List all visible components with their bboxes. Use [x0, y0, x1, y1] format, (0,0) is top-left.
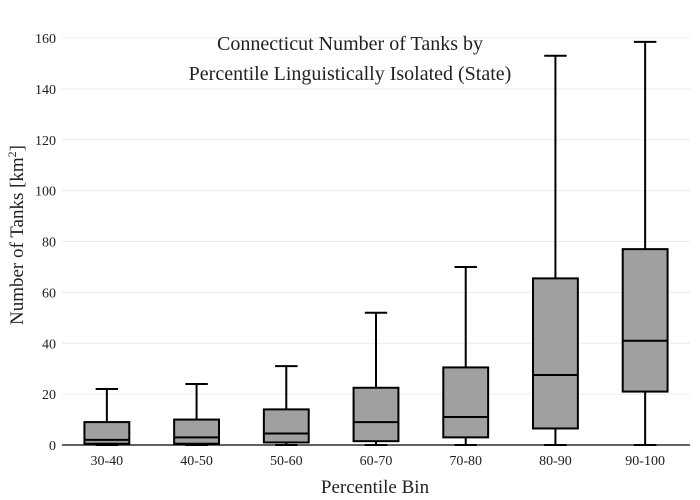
y-tick-label-2: 40 — [42, 337, 56, 352]
y-tick-label-5: 100 — [35, 185, 56, 200]
box-60-70 — [352, 311, 400, 446]
y-tick-label-1: 20 — [42, 388, 56, 403]
iqr-box — [173, 418, 220, 445]
y-axis-title-close: ] — [7, 145, 28, 151]
grid-lines — [62, 37, 690, 395]
y-tick-label-6: 120 — [35, 134, 56, 149]
y-axis-title-text: Number of Tanks [km — [7, 157, 28, 325]
box-90-100 — [621, 40, 669, 446]
iqr-box — [532, 277, 579, 430]
chart-title-line-2: Percentile Linguistically Isolated (Stat… — [189, 63, 512, 85]
x-tick-label-3: 60-70 — [360, 454, 393, 469]
x-tick-label-2: 50-60 — [270, 454, 303, 469]
iqr-box — [262, 408, 310, 444]
y-axis-title-superscript: 2 — [5, 151, 19, 157]
boxes-layer — [83, 40, 669, 446]
x-tick-label-4: 70-80 — [449, 454, 482, 469]
iqr-box — [442, 366, 490, 439]
iqr-box — [621, 248, 669, 393]
y-tick-label-3: 60 — [42, 286, 56, 301]
y-tick-label-8: 160 — [35, 32, 56, 47]
iqr-box — [352, 386, 400, 443]
y-tick-label-7: 140 — [35, 83, 56, 98]
box-40-50 — [173, 382, 220, 446]
box-30-40 — [83, 388, 131, 446]
x-tick-label-5: 80-90 — [539, 454, 572, 469]
y-tick-label-0: 0 — [49, 439, 56, 454]
axes-layer: 0 20 40 60 80 100 120 140 160 30-40 40-50 50-60 60-7… — [35, 32, 690, 469]
y-tick-label-4: 80 — [42, 236, 56, 251]
box-70-80 — [442, 265, 490, 446]
x-axis-title: Percentile Bin — [321, 477, 430, 498]
iqr-box — [83, 421, 131, 445]
x-tick-label-0: 30-40 — [91, 454, 124, 469]
box-80-90 — [532, 54, 579, 446]
chart-title-line-1: Connecticut Number of Tanks by — [217, 33, 483, 55]
box-50-60 — [262, 365, 310, 446]
y-axis-title: Number of Tanks [km2] — [5, 145, 28, 325]
x-tick-label-1: 40-50 — [180, 454, 213, 469]
x-tick-label-6: 90-100 — [625, 454, 665, 469]
